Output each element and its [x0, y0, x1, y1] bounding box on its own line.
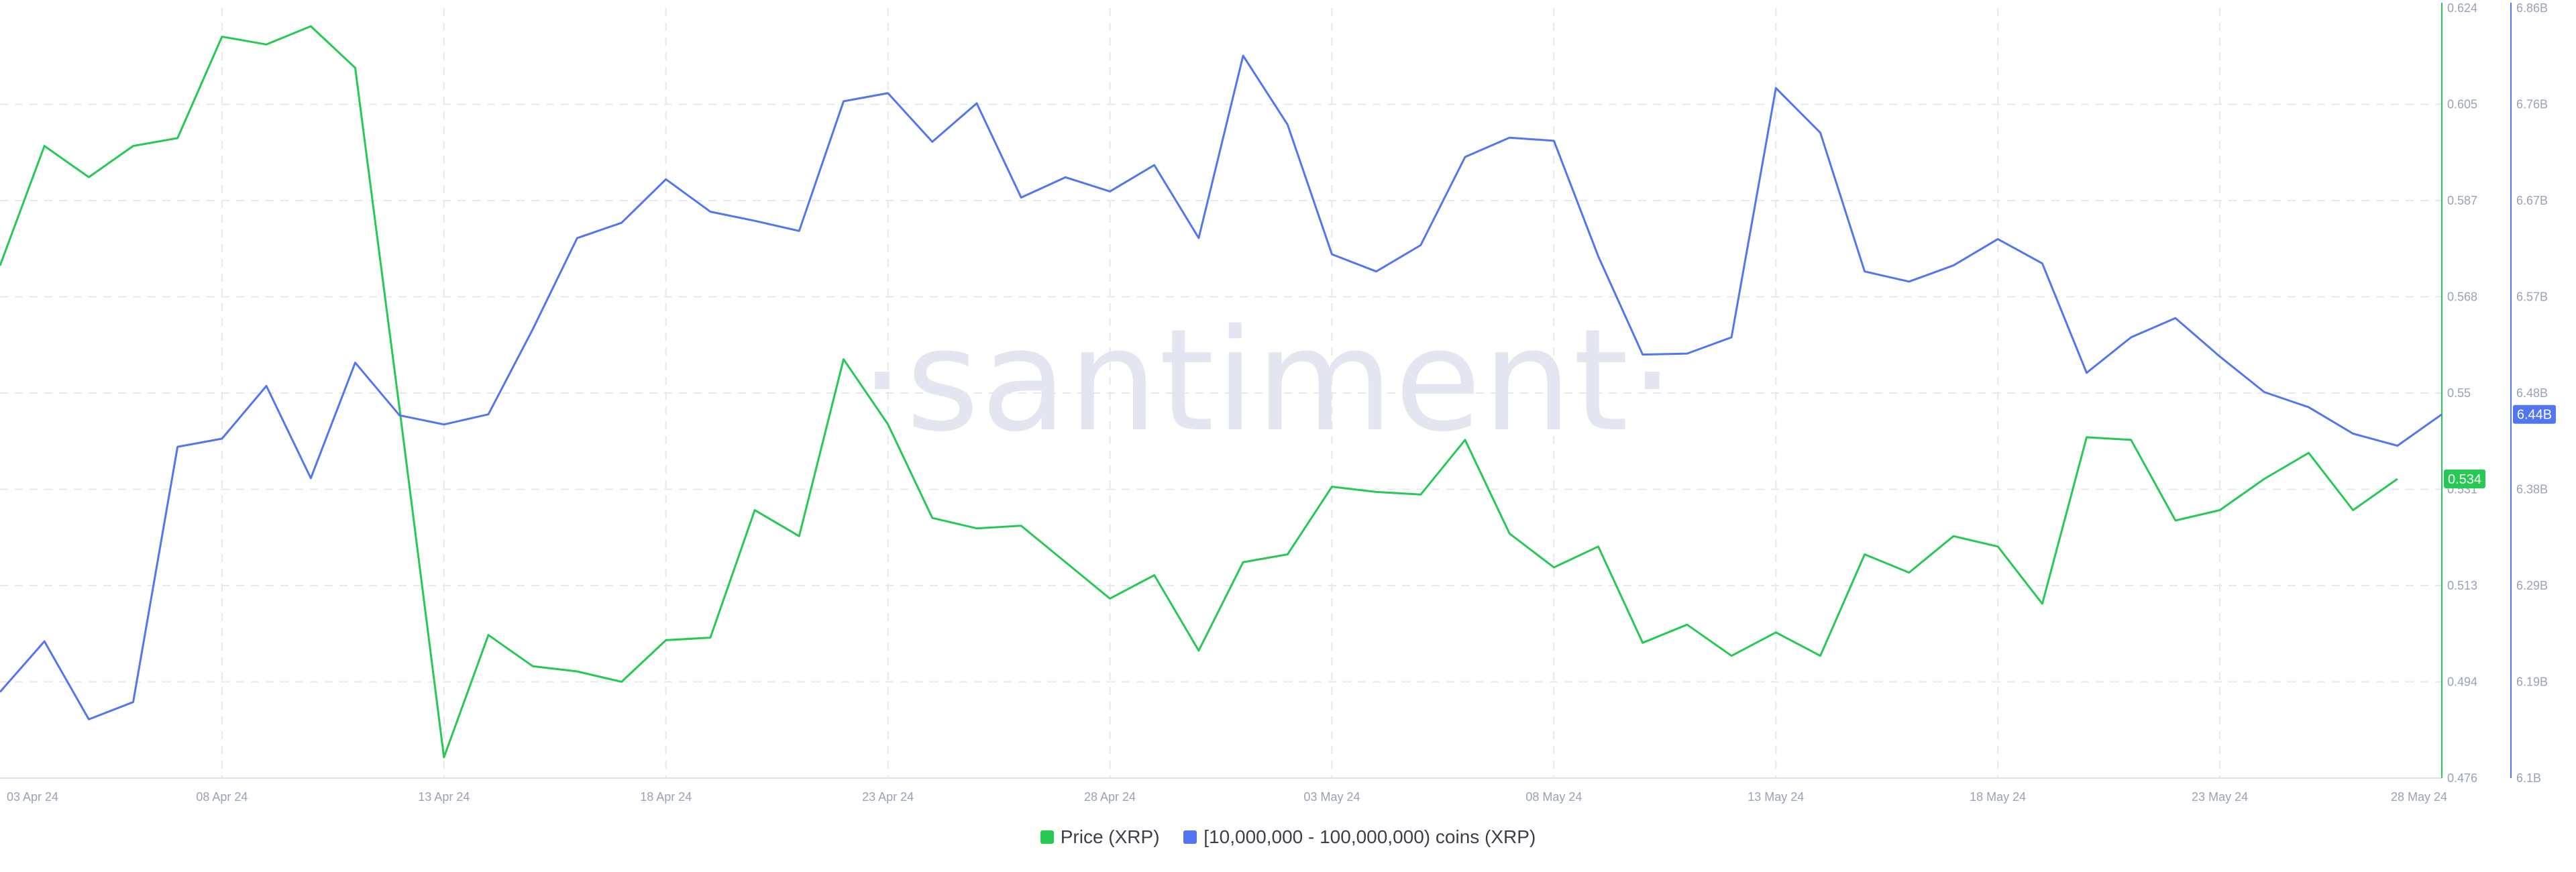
- price-last-value-badge: 0.534: [2444, 469, 2485, 488]
- legend-label-price: Price (XRP): [1060, 826, 1160, 847]
- right-axis-tick-label: 6.1B: [2516, 771, 2541, 785]
- x-axis-tick-label: 18 May 24: [1970, 790, 2026, 804]
- legend-swatch-holders: [1183, 830, 1197, 844]
- left-axis-tick-label: 0.476: [2447, 771, 2477, 785]
- left-axis-tick-label: 0.494: [2447, 675, 2477, 689]
- x-axis-tick-label: 03 Apr 24: [7, 790, 58, 804]
- santiment-watermark: ·santiment·: [860, 298, 1676, 463]
- right-axis-tick-label: 6.67B: [2516, 194, 2548, 207]
- right-axis-tick-label: 6.19B: [2516, 675, 2548, 689]
- right-axis-ticks: 6.1B 6.19B 6.29B 6.38B 6.48B 6.57B 6.67B 6.76B 6…: [2516, 1, 2548, 785]
- badge-label: 0.534: [2448, 472, 2481, 487]
- right-axis-tick-label: 6.29B: [2516, 579, 2548, 592]
- badge-background: [2444, 469, 2485, 488]
- x-axis-tick-label: 08 May 24: [1525, 790, 1582, 804]
- left-axis-tick-label: 0.513: [2447, 579, 2477, 592]
- x-axis-tick-label: 28 May 24: [2391, 790, 2447, 804]
- left-axis-tick-label: 0.605: [2447, 98, 2477, 111]
- x-axis-tick-label: 23 May 24: [2192, 790, 2248, 804]
- right-axis-tick-label: 6.48B: [2516, 386, 2548, 400]
- holders-last-value-badge: 6.44B: [2513, 404, 2556, 424]
- x-axis-tick-label: 13 May 24: [1748, 790, 1804, 804]
- holders-line: [0, 54, 2443, 720]
- x-axis-tick-label: 08 Apr 24: [196, 790, 248, 804]
- right-axis-tick-label: 6.86B: [2516, 1, 2548, 15]
- x-axis-tick-label: 13 Apr 24: [418, 790, 470, 804]
- grid: [0, 8, 2442, 778]
- badge-label: 6.44B: [2517, 408, 2552, 423]
- left-axis-tick-label: 0.568: [2447, 290, 2477, 304]
- right-axis-tick-label: 6.76B: [2516, 98, 2548, 111]
- price-line: [0, 25, 2398, 759]
- x-axis-ticks: 03 Apr 24 08 Apr 24 13 Apr 24 18 Apr 24 23 A…: [7, 790, 2447, 804]
- last-value-badges: 0.534 6.44B: [2444, 404, 2556, 488]
- legend: Price (XRP) [10,000,000 - 100,000,000) c…: [0, 826, 2576, 849]
- legend-item-price[interactable]: Price (XRP): [1040, 826, 1160, 848]
- right-axis-tick-label: 6.38B: [2516, 483, 2548, 496]
- right-axis-tick-label: 6.57B: [2516, 290, 2548, 304]
- legend-swatch-price: [1040, 830, 1054, 844]
- legend-item-holders[interactable]: [10,000,000 - 100,000,000) coins (XRP): [1183, 826, 1536, 848]
- series-lines: [0, 25, 2443, 759]
- axes: [0, 3, 2512, 779]
- legend-label-holders: [10,000,000 - 100,000,000) coins (XRP): [1203, 826, 1536, 847]
- left-axis-tick-label: 0.624: [2447, 1, 2477, 15]
- x-axis-tick-label: 03 May 24: [1303, 790, 1360, 804]
- left-axis-tick-label: 0.55: [2447, 386, 2471, 400]
- left-axis-tick-label: 0.587: [2447, 194, 2477, 207]
- badge-background: [2513, 404, 2556, 424]
- x-axis-tick-label: 28 Apr 24: [1084, 790, 1136, 804]
- x-axis-tick-label: 18 Apr 24: [640, 790, 692, 804]
- left-axis-ticks: 0.4760.4940.5130.5310.550.5680.5870.6050…: [2447, 1, 2477, 785]
- x-axis-tick-label: 23 Apr 24: [862, 790, 914, 804]
